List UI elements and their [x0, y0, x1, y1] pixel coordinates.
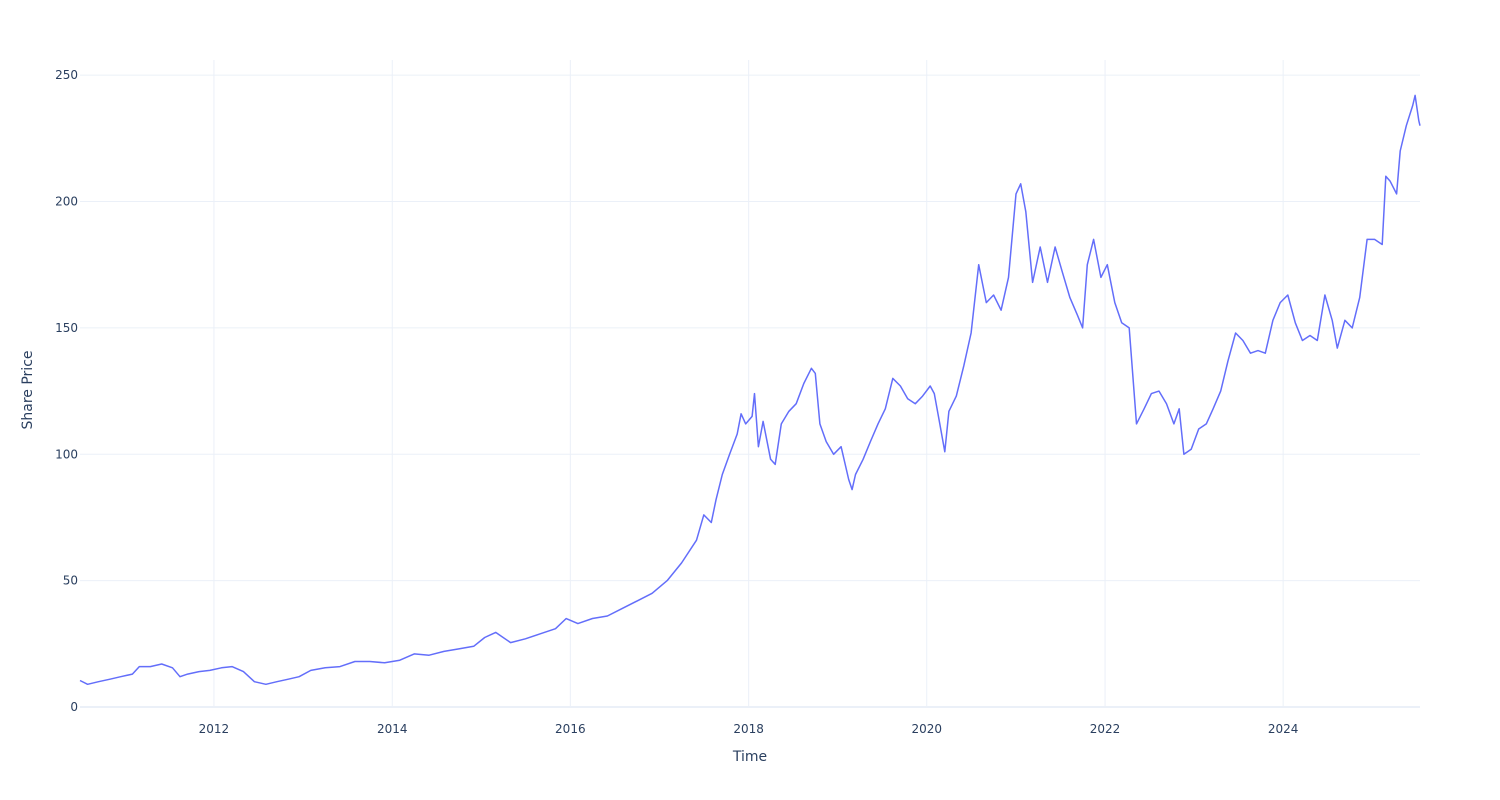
- y-axis-title: Share Price: [20, 350, 36, 429]
- x-axis-ticks: 2012 2014 2016 2018 2020 2022 2024: [199, 722, 1299, 736]
- x-tick-label: 2016: [555, 722, 586, 736]
- y-axis-ticks: 0 50 100 150 200 250: [55, 68, 78, 714]
- x-tick-label: 2018: [733, 722, 764, 736]
- x-tick-label: 2024: [1268, 722, 1299, 736]
- x-axis-title: Time: [732, 749, 767, 765]
- y-tick-label: 150: [55, 321, 78, 335]
- x-tick-label: 2014: [377, 722, 408, 736]
- y-tick-label: 250: [55, 68, 78, 82]
- y-tick-label: 50: [63, 574, 78, 588]
- x-tick-label: 2022: [1090, 722, 1121, 736]
- grid-lines: [80, 60, 1420, 708]
- series-layer: [79, 94, 1421, 686]
- y-tick-label: 200: [55, 195, 78, 209]
- x-tick-label: 2020: [911, 722, 942, 736]
- series-line-0: [79, 94, 1421, 686]
- x-tick-label: 2012: [199, 722, 230, 736]
- y-tick-label: 0: [70, 700, 78, 714]
- y-tick-label: 100: [55, 447, 78, 461]
